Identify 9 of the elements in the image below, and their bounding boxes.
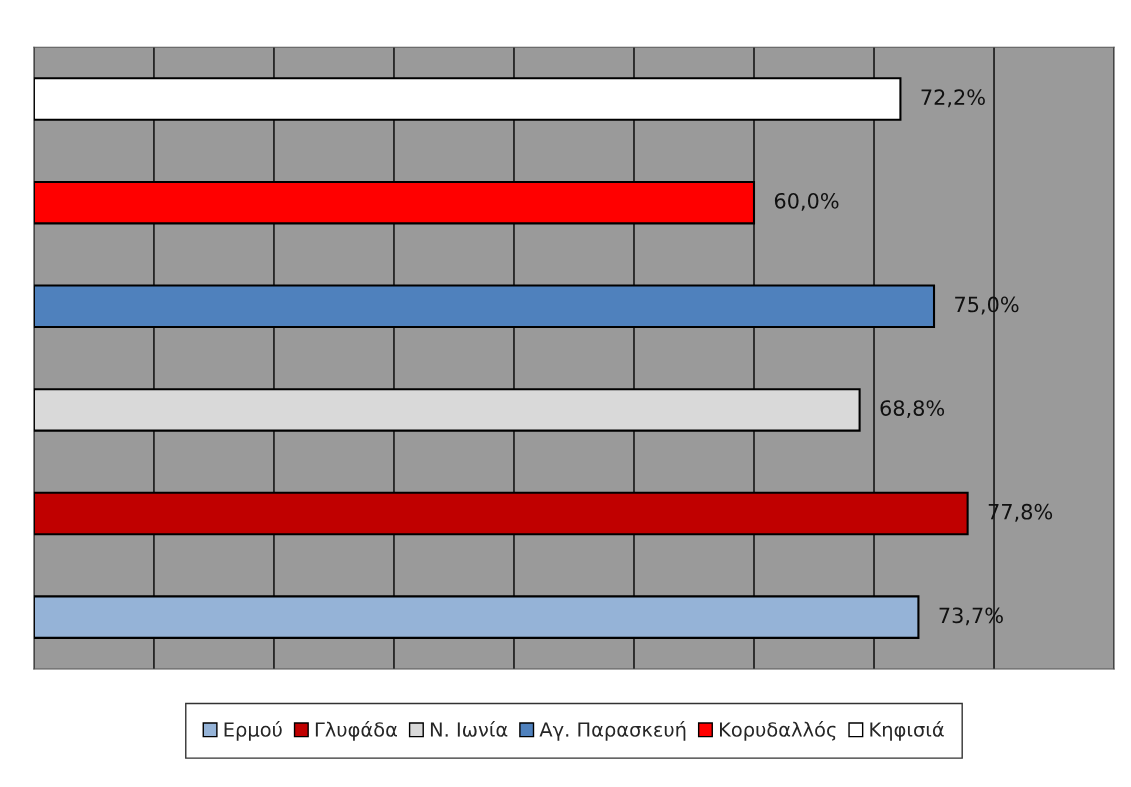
legend-label: Κορυδαλλός	[720, 721, 836, 741]
data-label: 68,8%	[880, 400, 945, 419]
data-label: 60,0%	[774, 192, 839, 211]
data-label: 72,2%	[921, 89, 985, 108]
legend-label: Αγ. Παρασκευή	[539, 721, 686, 741]
legend-label: Ν. Ιωνία	[430, 721, 508, 737]
legend-label: Ερμού	[224, 721, 282, 741]
legend-label: Γλυφάδα	[315, 721, 397, 741]
legend-label: Κηφισιά	[870, 721, 944, 741]
